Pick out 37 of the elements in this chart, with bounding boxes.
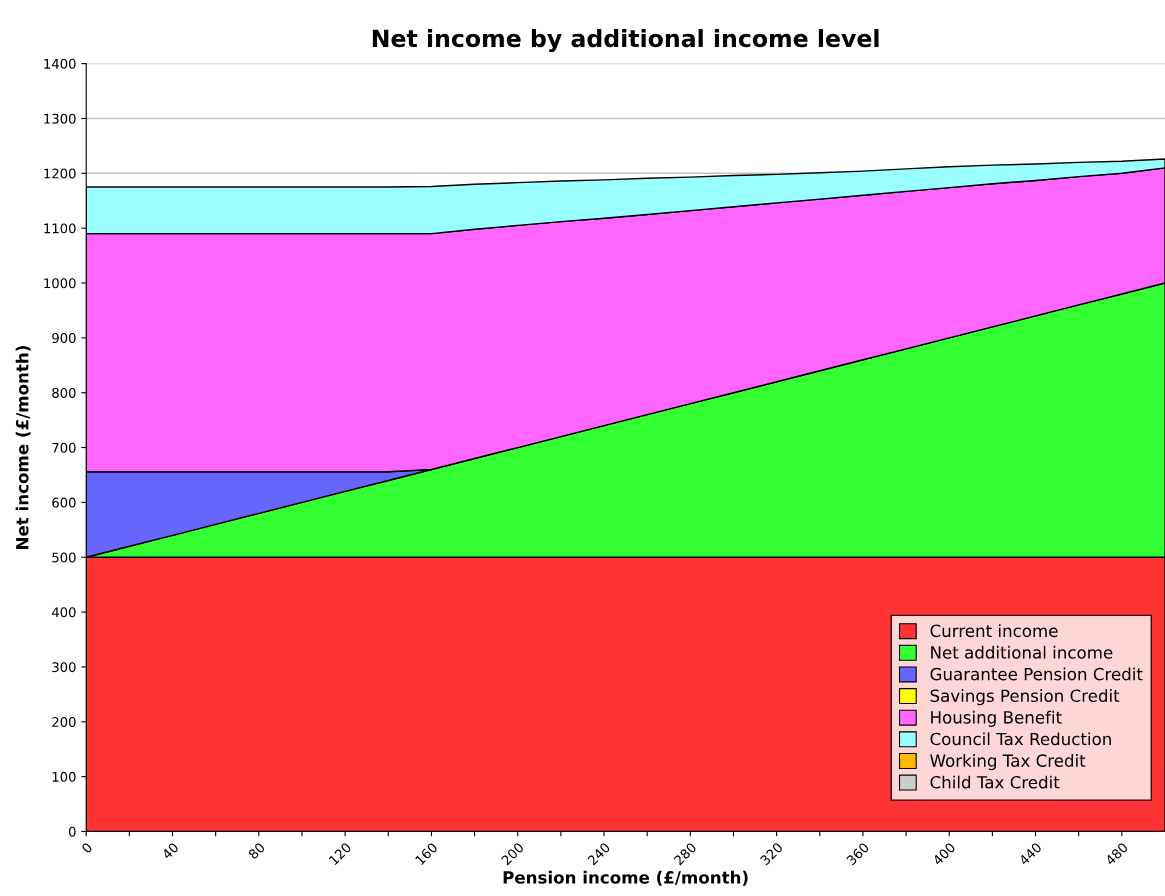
x-tick-label: 0 (81, 841, 93, 854)
y-tick-label: 1200 (44, 168, 76, 179)
x-tick-label: 360 (846, 841, 870, 866)
x-tick-label: 440 (1018, 841, 1043, 866)
y-tick-label: 900 (52, 333, 76, 344)
chart-title: Net income by additional income level (372, 29, 879, 53)
legend-label: Working Tax Credit (930, 754, 1086, 771)
legend-label: Council Tax Reduction (930, 732, 1111, 746)
y-tick-label: 300 (52, 662, 76, 673)
y-axis-title: Net income (£/month) (15, 346, 31, 549)
legend-label: Child Tax Credit (930, 775, 1060, 789)
y-tick-label: 1100 (44, 223, 76, 234)
y-tick-label: 500 (52, 552, 76, 563)
y-tick-label: 1400 (44, 58, 76, 69)
y-tick-label: 200 (52, 717, 76, 727)
x-tick-label: 160 (414, 841, 439, 866)
legend-label: Guarantee Pension Credit (930, 667, 1143, 681)
legend-label: Savings Pension Credit (930, 689, 1120, 706)
x-tick-label: 400 (932, 841, 956, 866)
x-tick-label: 240 (587, 841, 611, 866)
legend-label: Current income (930, 624, 1058, 638)
x-tick-label: 80 (247, 841, 266, 860)
x-tick-label: 320 (759, 841, 784, 866)
y-tick-label: 1300 (44, 113, 76, 124)
x-axis-title: Pension income (£/month) (503, 870, 748, 886)
x-tick-label: 40 (161, 841, 180, 860)
y-tick-label: 1000 (44, 278, 76, 289)
y-tick-label: 700 (52, 442, 76, 453)
y-tick-label: 600 (52, 497, 76, 508)
y-tick-label: 0 (68, 826, 76, 837)
x-tick-label: 120 (328, 841, 352, 866)
legend-label: Net additional income (931, 645, 1113, 659)
legend-label: Housing Benefit (931, 710, 1062, 727)
y-tick-label: 400 (51, 607, 76, 618)
y-tick-label: 100 (52, 771, 76, 782)
y-tick-label: 800 (52, 387, 76, 398)
x-tick-label: 480 (1104, 841, 1129, 866)
